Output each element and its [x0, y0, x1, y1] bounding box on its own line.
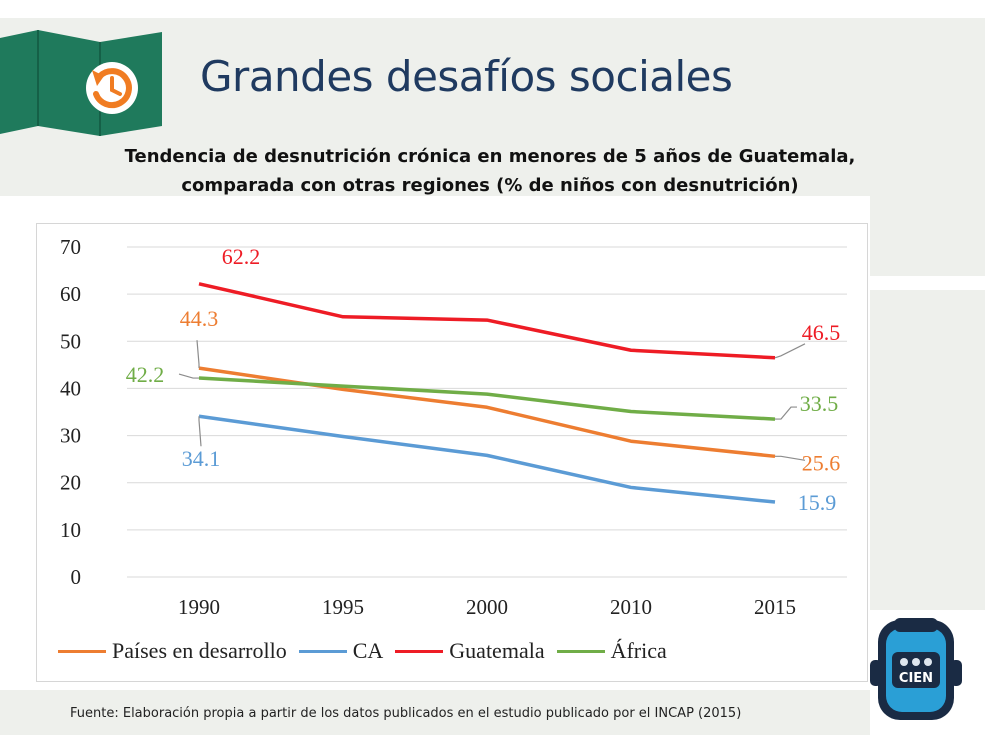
- legend-label-guatemala: Guatemala: [449, 638, 545, 663]
- y-tick-label: 70: [60, 235, 81, 259]
- legend-item-paises: Países en desarrollo: [58, 638, 287, 664]
- x-tick-label: 2010: [610, 595, 652, 619]
- y-tick-label: 60: [60, 282, 81, 306]
- series-line-ca: [198, 414, 776, 504]
- leader-line: [178, 373, 199, 379]
- leader-line: [775, 455, 806, 461]
- series-line--frica: [198, 376, 776, 421]
- legend-label-ca: CA: [352, 638, 384, 663]
- y-tick-label: 20: [60, 471, 81, 495]
- chart-legend: Países en desarrollo CA Guatemala África: [58, 636, 858, 666]
- legend-swatch-ca: [298, 649, 347, 653]
- data-label: 62.2: [222, 244, 261, 269]
- cien-mascot-logo: CIEN: [870, 618, 962, 720]
- leader-line: [775, 406, 797, 420]
- y-tick-label: 50: [60, 329, 81, 353]
- background-block: [0, 18, 985, 196]
- flag-logo-icon: [0, 30, 162, 136]
- x-tick-label: 2000: [466, 595, 508, 619]
- y-tick-label: 40: [60, 376, 81, 400]
- background-block: [870, 290, 985, 610]
- x-tick-label: 1995: [322, 595, 364, 619]
- data-label: 33.5: [800, 391, 839, 416]
- y-tick-label: 30: [60, 424, 81, 448]
- page-title: Grandes desafíos sociales: [200, 52, 733, 101]
- leader-line: [198, 416, 202, 447]
- legend-swatch-paises: [58, 649, 106, 653]
- x-tick-label: 1990: [178, 595, 220, 619]
- line-chart: 0 10 20 30 40 50 60 70 1990 1995 2000 2010 2015 44.3 2…: [60, 235, 847, 619]
- subtitle-line-1: Tendencia de desnutrición crónica en men…: [124, 146, 856, 167]
- x-tick-label: 2015: [754, 595, 796, 619]
- series-line-guatemala: [198, 282, 776, 360]
- leader-line: [196, 340, 200, 369]
- legend-item-africa: África: [556, 638, 667, 664]
- background-block: [0, 690, 870, 735]
- y-tick-label: 10: [60, 518, 81, 542]
- chart-container: 0 10 20 30 40 50 60 70 1990 1995 2000 2010 2015 44.3 2…: [36, 223, 868, 682]
- legend-item-guatemala: Guatemala: [395, 638, 545, 664]
- data-label: 44.3: [180, 306, 219, 331]
- y-tick-label: 0: [71, 565, 82, 589]
- data-label: 42.2: [126, 362, 165, 387]
- legend-label-africa: África: [610, 638, 667, 663]
- data-label: 25.6: [802, 450, 841, 475]
- leader-line: [774, 343, 806, 359]
- source-footnote: Fuente: Elaboración propia a partir de l…: [70, 706, 742, 721]
- logo-text: CIEN: [899, 671, 933, 686]
- subtitle-line-2: comparada con otras regiones (% de niños…: [181, 175, 799, 196]
- background-block: [870, 196, 985, 276]
- legend-swatch-guatemala: [395, 649, 444, 653]
- legend-label-paises: Países en desarrollo: [112, 638, 287, 663]
- data-label: 34.1: [182, 446, 221, 471]
- data-label: 46.5: [802, 320, 841, 345]
- data-label: 15.9: [798, 490, 837, 515]
- legend-item-ca: CA: [298, 638, 384, 664]
- chart-subtitle: Tendencia de desnutrición crónica en men…: [40, 142, 940, 200]
- legend-swatch-africa: [556, 649, 605, 653]
